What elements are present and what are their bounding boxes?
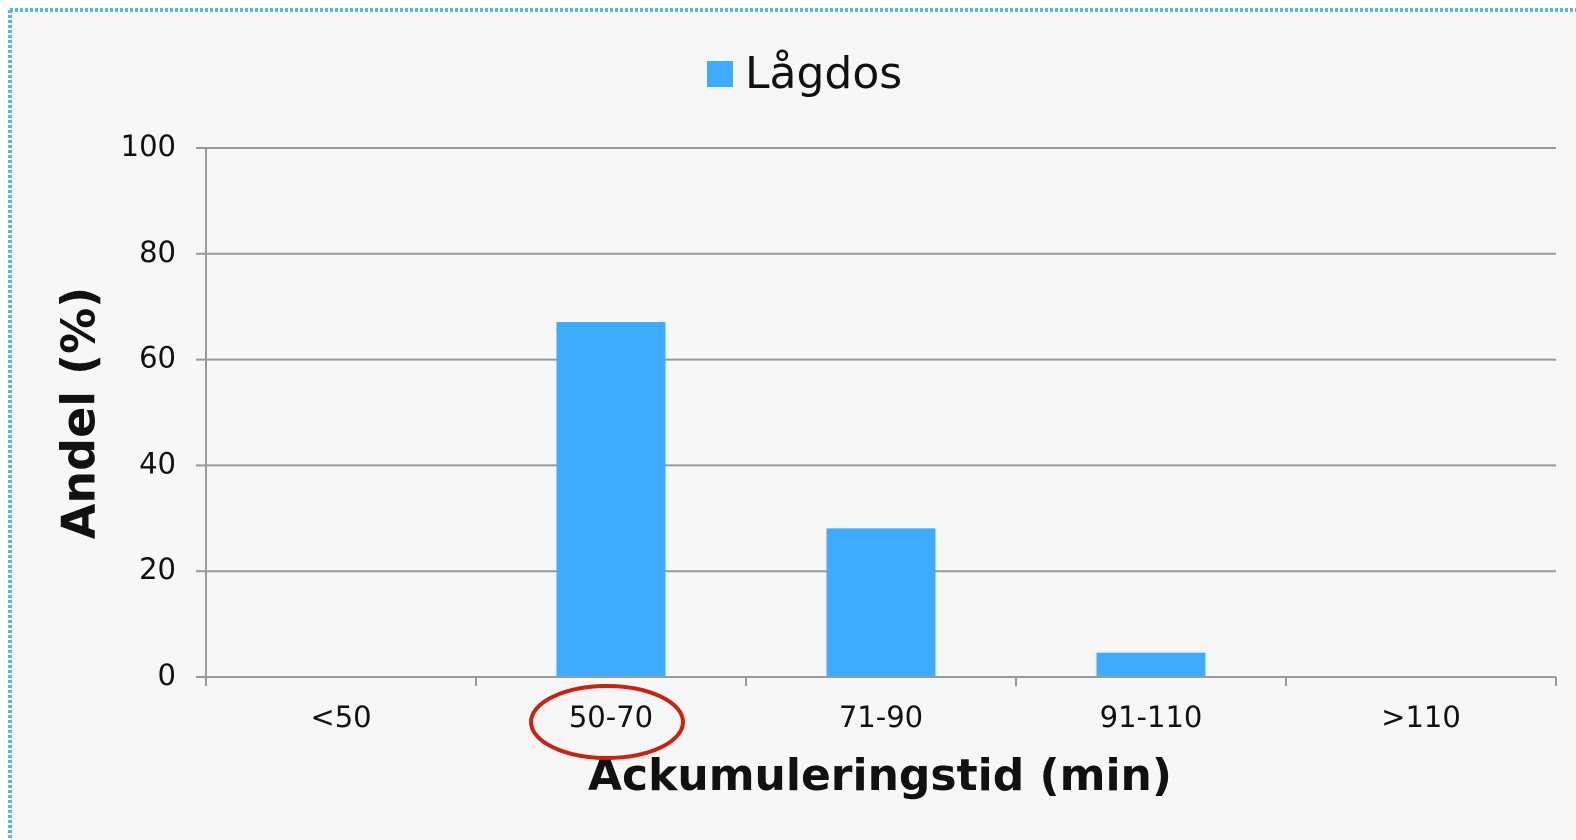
bar <box>1096 652 1206 678</box>
highlight-circle <box>529 684 685 760</box>
y-tick-label: 60 <box>139 341 176 375</box>
x-tick-label: 91-110 <box>1100 700 1203 734</box>
x-tick-label: >110 <box>1381 700 1461 734</box>
bar <box>826 528 936 678</box>
y-axis-title: Andel (%) <box>52 287 106 539</box>
y-tick-label: 0 <box>158 658 176 692</box>
legend-label: Lågdos <box>745 48 902 99</box>
x-axis-title: Ackumuleringstid (min) <box>588 750 1172 801</box>
y-tick-label: 20 <box>139 552 176 586</box>
x-tick-label: 71-90 <box>839 700 923 734</box>
bar <box>556 322 666 678</box>
legend-swatch <box>707 61 733 87</box>
y-tick-label: 40 <box>139 446 176 480</box>
chart-background <box>10 12 1576 840</box>
x-tick-label: 50-70 <box>569 700 653 734</box>
y-tick-label: 80 <box>139 235 176 269</box>
plot-area: 0 20 40 60 80 100 <50 50-70 71-90 91-110 >110 <box>121 129 1557 734</box>
y-tick-label: 100 <box>121 129 176 163</box>
x-tick-label: <50 <box>310 700 371 734</box>
